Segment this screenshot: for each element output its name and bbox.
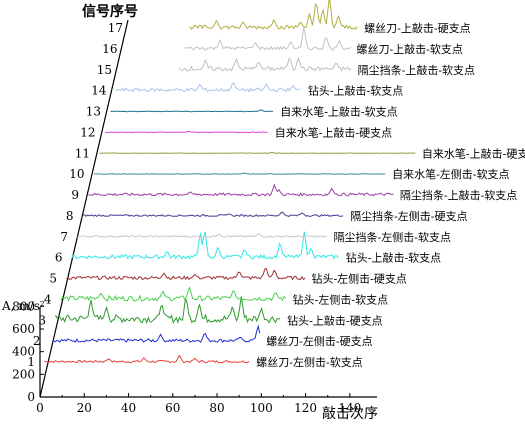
series-5: 5 钻头-左侧击-硬支点 (49, 267, 407, 286)
series-index-label: 6 (55, 251, 63, 265)
x-tick-label: 0 (36, 401, 44, 415)
series-line (184, 27, 351, 51)
series-6: 6 钻头-上敲击-软支点 (55, 231, 441, 265)
series-line (51, 324, 261, 343)
series-index-label: 3 (38, 313, 46, 327)
series-index-label: 11 (75, 146, 90, 160)
series-name-label: 钻头-左侧击-硬支点 (311, 272, 406, 286)
series-17: 17 螺丝刀-上敲击-硬支点 (108, 0, 471, 35)
series-index-label: 16 (102, 42, 117, 56)
series-index-label: 8 (66, 209, 74, 223)
series-11: 11 自来水笔-上敲击-硬支点 (75, 146, 525, 160)
x-tick-label: 20 (77, 401, 92, 415)
series-index-label: 7 (60, 230, 68, 244)
x-tick-label: 80 (209, 401, 224, 415)
series-name-label: 隔尘挡条-左侧击-软支点 (334, 230, 451, 244)
series-index-label: 1 (27, 355, 35, 369)
series-name-label: 钻头-上敲击-软支点 (346, 251, 441, 265)
series-index-label: 15 (97, 63, 112, 77)
amplitude-axis-label: A, m/s² (1, 299, 45, 313)
axes: 0 20 40 60 80 100 120 140 0 200 400 600 800 (12, 19, 377, 415)
series-index-label: 13 (86, 105, 101, 119)
series-name-label: 螺丝刀-左侧击-硬支点 (266, 335, 372, 348)
series-line (88, 183, 394, 197)
series-name-label: 自来水笔-左侧击-软支点 (392, 167, 509, 181)
x-tick-label: 40 (121, 401, 136, 415)
amplitude-tick-label: 0 (27, 390, 35, 404)
amplitude-ticks: 0 200 400 600 800 (12, 299, 44, 404)
series-index-label: 5 (49, 272, 57, 286)
series-9: 9 隔尘挡条-上敲击-软支点 (71, 183, 517, 202)
series-index-label: 4 (44, 292, 52, 306)
series-name-label: 隔尘挡条-上敲击-软支点 (400, 188, 517, 202)
series-16: 16 螺丝刀-上敲击-软支点 (102, 27, 463, 56)
series-index-label: 9 (71, 188, 79, 202)
series-index-axis (39, 19, 129, 398)
x-tick-label: 60 (165, 401, 180, 415)
series-index-label: 14 (91, 84, 107, 98)
amplitude-tick-label: 800 (12, 299, 35, 313)
amplitude-tick-label: 400 (12, 345, 35, 359)
series-line (60, 286, 286, 302)
series-3: 3 钻头-上敲击-硬支点 (38, 296, 383, 327)
series-name-label: 螺丝刀-左侧击-软支点 (256, 355, 362, 369)
series-2: 2 螺丝刀-左侧击-硬支点 (33, 324, 373, 348)
series-line (54, 296, 281, 325)
series-line (77, 232, 327, 238)
series-layer: 1 螺丝刀-左侧击-软支点 2 螺丝刀-左侧击-硬支点 3 钻头-上敲击-硬支点 4 钻头-左… (27, 0, 525, 369)
amplitude-tick-label: 600 (12, 322, 35, 336)
series-line (115, 81, 301, 93)
series-14: 14 钻头-上敲击-软支点 (91, 81, 403, 98)
series-line (110, 109, 274, 113)
series-12: 12 自来水笔-上敲击-硬支点 (80, 125, 392, 139)
series-name-label: 螺丝刀-上敲击-硬支点 (364, 21, 470, 35)
series-7: 7 隔尘挡条-左侧击-软支点 (60, 230, 451, 244)
series-13: 13 自来水笔-上敲击-软支点 (86, 105, 398, 119)
series-10: 10 自来水笔-左侧击-软支点 (69, 167, 509, 181)
series-index-label: 10 (69, 167, 84, 181)
series-name-label: 自来水笔-上敲击-硬支点 (275, 125, 392, 139)
series-axis-title: 信号序号 (82, 3, 138, 20)
series-line (189, 0, 358, 31)
series-name-label: 螺丝刀-上敲击-软支点 (356, 42, 462, 56)
series-8: 8 隔尘挡条-左侧击-硬支点 (66, 209, 468, 223)
x-tick-label: 100 (250, 401, 273, 415)
x-ticks: 0 20 40 60 80 100 120 140 (36, 393, 361, 415)
series-line (44, 354, 250, 364)
series-1: 1 螺丝刀-左侧击-软支点 (27, 354, 363, 369)
series-index-label: 12 (80, 125, 95, 139)
series-line (104, 130, 268, 134)
x-axis-label: 敲击次序 (322, 405, 378, 422)
x-tick-label: 120 (294, 401, 317, 415)
x-tick-label: 140 (338, 401, 361, 415)
series-name-label: 隔尘挡条-左侧击-硬支点 (350, 209, 467, 223)
series-index-label: 17 (108, 21, 123, 35)
series-line (82, 211, 344, 218)
series-line (93, 172, 386, 175)
series-name-label: 钻头-左侧击-软支点 (293, 292, 388, 306)
series-15: 15 隔尘挡条-上敲击-软支点 (97, 56, 475, 77)
series-name-label: 钻头-上敲击-软支点 (308, 84, 403, 98)
series-line (71, 231, 339, 260)
series-name-label: 隔尘挡条-上敲击-软支点 (358, 63, 475, 77)
series-4: 4 钻头-左侧击-软支点 (44, 286, 388, 306)
series-line (99, 151, 416, 154)
series-line (178, 56, 352, 72)
series-name-label: 钻头-上敲击-硬支点 (287, 313, 382, 327)
series-index-label: 2 (33, 334, 41, 348)
series-line (66, 267, 306, 281)
series-name-label: 自来水笔-上敲击-软支点 (280, 105, 397, 119)
series-name-label: 自来水笔-上敲击-硬支点 (422, 146, 525, 160)
amplitude-tick-label: 200 (12, 367, 35, 381)
